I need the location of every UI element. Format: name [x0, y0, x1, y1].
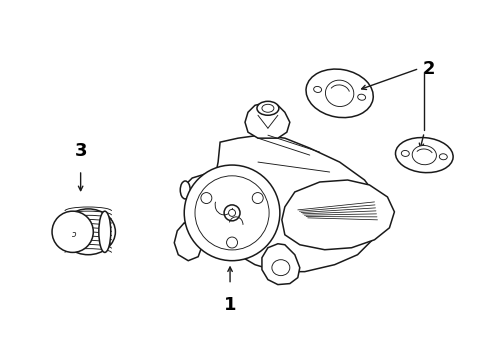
Polygon shape	[185, 174, 228, 203]
Polygon shape	[282, 180, 394, 250]
Ellipse shape	[226, 237, 238, 248]
Ellipse shape	[262, 104, 274, 112]
Polygon shape	[262, 244, 300, 285]
Ellipse shape	[440, 154, 447, 160]
Text: 1: 1	[224, 296, 236, 314]
Ellipse shape	[224, 205, 240, 221]
Text: 2: 2	[423, 60, 436, 78]
Ellipse shape	[180, 181, 190, 199]
Ellipse shape	[61, 209, 116, 255]
Ellipse shape	[201, 193, 212, 203]
Ellipse shape	[184, 165, 280, 261]
Ellipse shape	[401, 150, 409, 157]
Ellipse shape	[52, 211, 93, 252]
Ellipse shape	[306, 69, 373, 118]
Polygon shape	[245, 102, 290, 138]
Ellipse shape	[195, 176, 269, 250]
Ellipse shape	[325, 80, 354, 107]
Ellipse shape	[228, 210, 236, 216]
Ellipse shape	[272, 260, 290, 276]
Ellipse shape	[257, 101, 279, 115]
Ellipse shape	[395, 138, 453, 173]
Ellipse shape	[358, 94, 366, 100]
Polygon shape	[212, 135, 382, 272]
Ellipse shape	[314, 86, 321, 93]
Text: ɔ: ɔ	[73, 230, 77, 239]
Ellipse shape	[252, 193, 263, 203]
Ellipse shape	[412, 145, 437, 165]
Text: 3: 3	[74, 142, 87, 160]
Polygon shape	[174, 223, 202, 261]
Ellipse shape	[99, 211, 111, 252]
